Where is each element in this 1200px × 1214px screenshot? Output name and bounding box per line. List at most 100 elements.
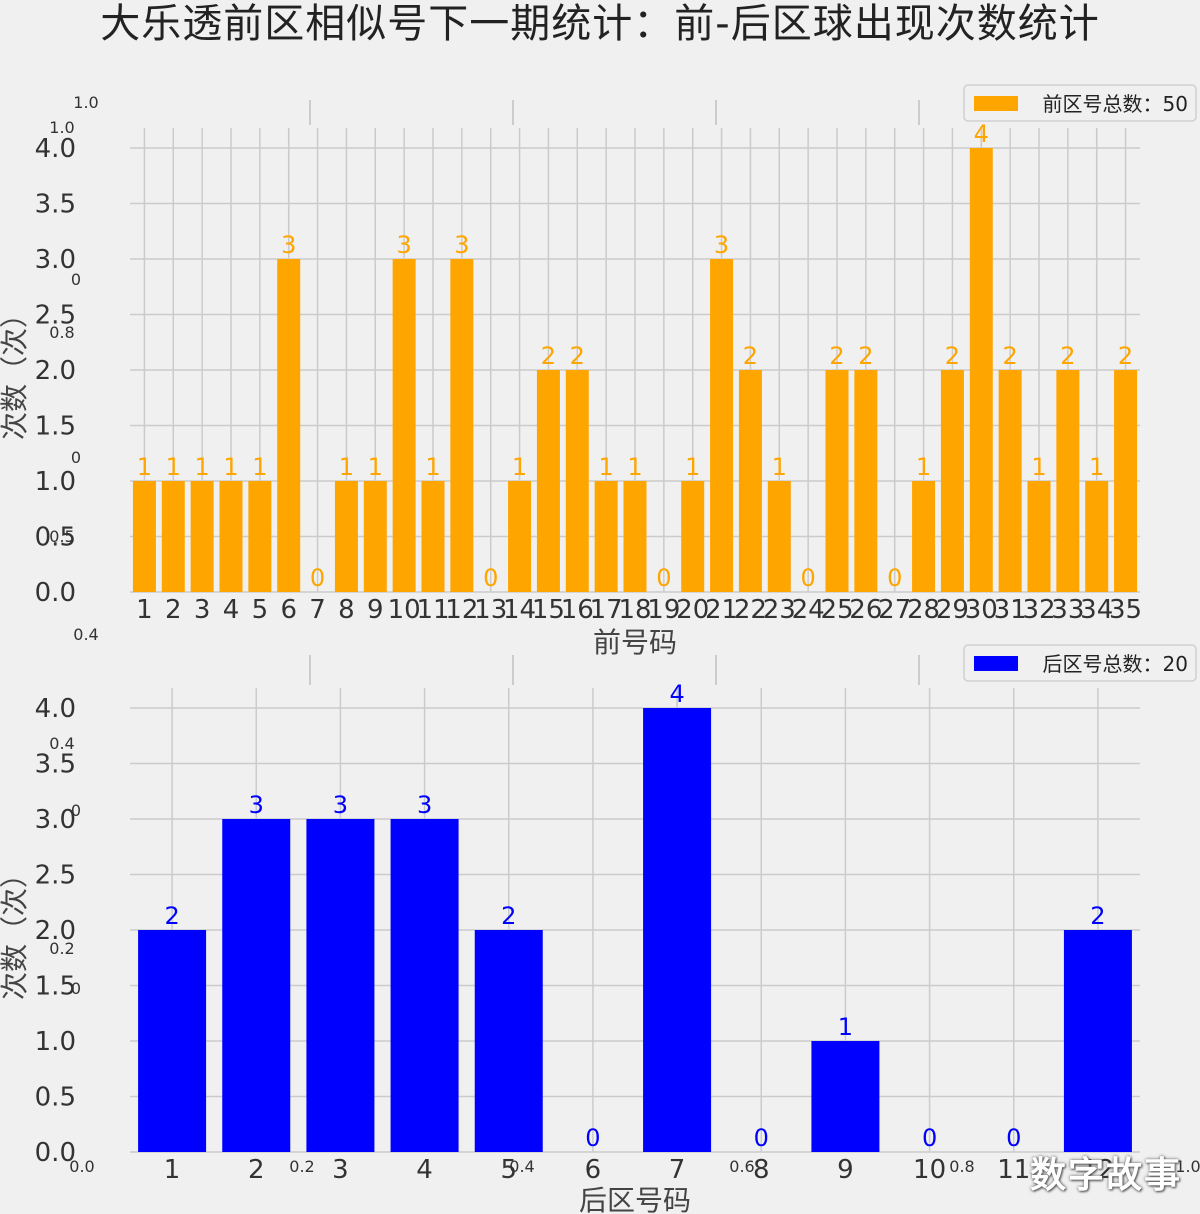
y-tick-label: 3.0 [35,805,76,835]
y-tick-label: 1.5 [35,972,76,1002]
bar-value-label: 0 [483,564,498,592]
bar-value-label: 1 [772,453,787,481]
bar [969,148,993,592]
bar [710,259,734,592]
x-tick-label: 1 [136,595,153,625]
bar-value-label: 2 [570,342,585,370]
bar-value-label: 1 [916,453,931,481]
bar [190,481,214,592]
x-tick-label: 20 [676,595,709,625]
bar-value-label: 3 [281,231,296,259]
bar [222,819,291,1152]
x-tick-label: 28 [907,595,940,625]
bar [681,481,705,592]
bar [738,370,762,592]
bar [390,819,459,1152]
bar-value-label: 2 [1118,342,1133,370]
x-tick-label: 12 [445,595,478,625]
bar-value-label: 3 [397,231,412,259]
x-tick-label: 7 [669,1155,686,1185]
x-tick-label: 25 [820,595,853,625]
x-tick-label: 35 [1109,595,1142,625]
bar [594,481,618,592]
bar [248,481,272,592]
bar-value-label: 3 [333,791,348,819]
bar-value-label: 3 [417,791,432,819]
x-tick-label: 6 [585,1155,602,1185]
x-tick-label: 30 [965,595,998,625]
y-tick-label: 3.5 [35,190,76,220]
y-tick-label: 2.0 [35,916,76,946]
bar [334,481,358,592]
bar [161,481,185,592]
bar-value-label: 1 [339,453,354,481]
x-tick-label: 2 [165,595,182,625]
bar-value-label: 1 [368,453,383,481]
bar-value-label: 2 [945,342,960,370]
x-tick-label: 32 [1022,595,1055,625]
x-tick-label: 4 [416,1155,433,1185]
y-axis-label: 次数（次） [0,300,31,440]
watermark: 数字故事 [1029,1155,1182,1196]
bar [623,481,647,592]
ghost-axis-label: 0.8 [49,323,74,342]
bar [132,481,156,592]
x-tick-label: 15 [532,595,565,625]
bar-value-label: 0 [310,564,325,592]
bar-value-label: 2 [743,342,758,370]
y-tick-label: 2.0 [35,356,76,386]
ghost-axis-label: 0.6 [729,1157,754,1176]
bar [854,370,878,592]
bar [1114,370,1138,592]
y-axis-label: 次数（次） [0,860,31,1000]
bar-value-label: 2 [829,342,844,370]
y-tick-label: 1.0 [35,467,76,497]
ghost-axis-label: 0.2 [289,1157,314,1176]
x-axis-label: 后区号码 [579,1184,691,1214]
bar-value-label: 3 [454,231,469,259]
y-tick-label: 0.0 [35,1138,76,1168]
x-tick-label: 12 [1081,1155,1114,1185]
bar-value-label: 0 [922,1124,937,1152]
bar [767,481,791,592]
bar-value-label: 1 [599,453,614,481]
bar-value-label: 1 [252,453,267,481]
x-tick-label: 21 [705,595,738,625]
legend-label: 前区号总数：50 [1043,92,1188,116]
x-tick-label: 33 [1051,595,1084,625]
legend-box [963,644,1197,682]
bar [1085,481,1109,592]
ghost-axis-label: 0.0 [69,1157,94,1176]
x-tick-label: 19 [647,595,680,625]
bar-value-label: 2 [1003,342,1018,370]
back-zone-chart: 0.0 0.5 1.0 1.5 2.0 2.5 3.0 3.5 4.0 2 1 3 2 3 3 3 4 2 5 0 6 4… [0,644,1197,1214]
x-tick-label: 2 [248,1155,265,1185]
bar-value-label: 2 [858,342,873,370]
ghost-axis-label: 0.8 [949,1157,974,1176]
bar [219,481,243,592]
bar [825,370,849,592]
bar-value-label: 1 [627,453,642,481]
x-tick-label: 3 [194,595,211,625]
bar-value-label: 1 [195,453,210,481]
bar-value-label: 4 [974,120,989,148]
bar [811,1041,880,1152]
bar-value-label: 0 [585,1124,600,1152]
bar [363,481,387,592]
y-tick-label: 0.5 [35,1083,76,1113]
bar-value-label: 1 [166,453,181,481]
bar-value-label: 1 [838,1013,853,1041]
bar [912,481,936,592]
bar-value-label: 2 [501,902,516,930]
x-tick-label: 34 [1080,595,1113,625]
bar-value-label: 0 [887,564,902,592]
bar-value-label: 1 [223,453,238,481]
x-tick-label: 23 [763,595,796,625]
legend-swatch [974,96,1018,111]
ghost-axis-label: 0 [71,270,81,289]
front-zone-chart: 0.00.51.01.52.02.53.03.54.01112131415360… [0,84,1197,659]
x-tick-label: 16 [561,595,594,625]
bar-value-label: 1 [685,453,700,481]
